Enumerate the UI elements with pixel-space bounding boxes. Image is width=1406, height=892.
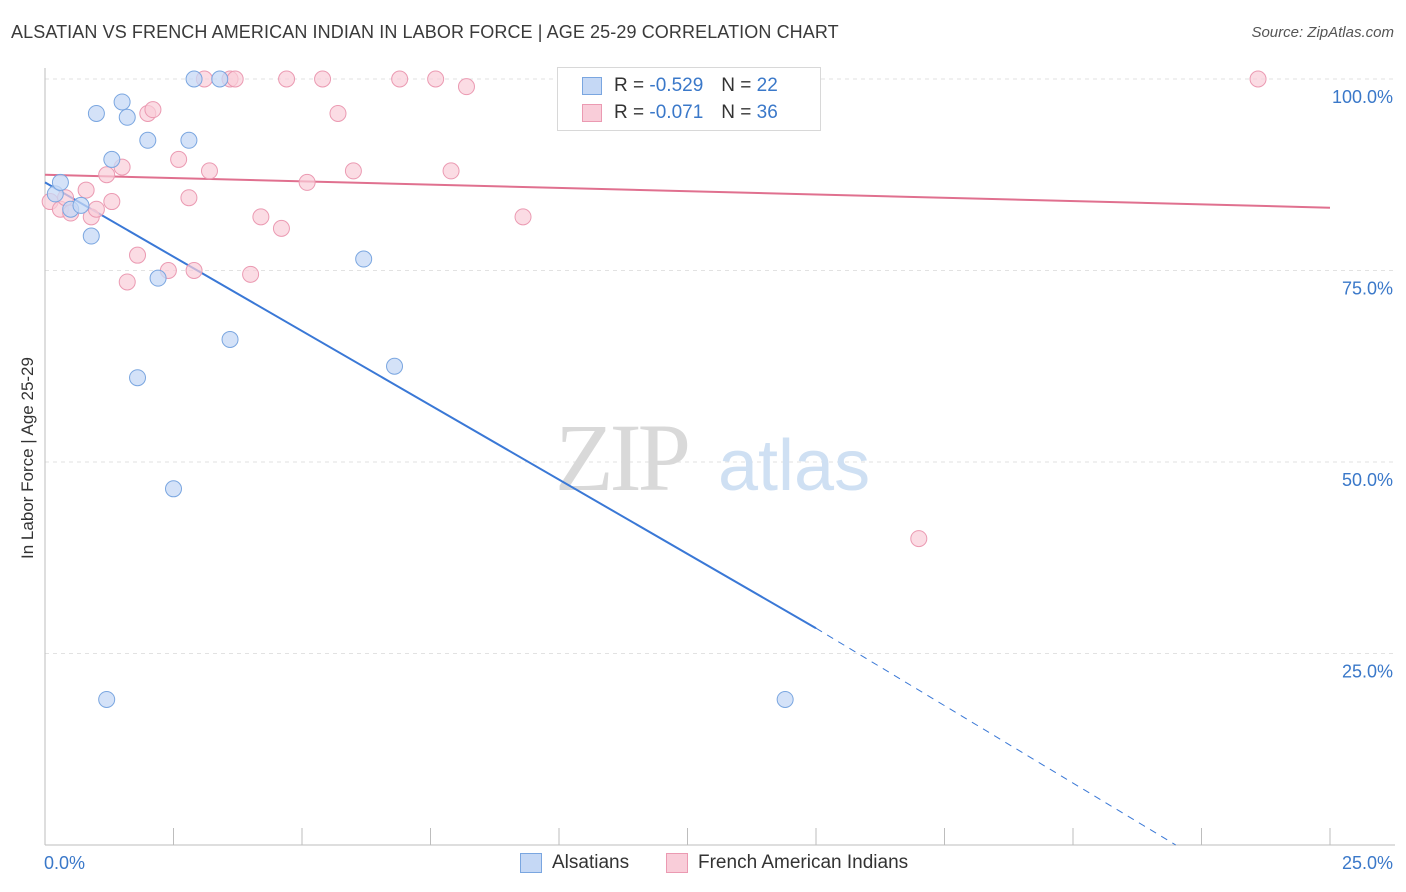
- y-axis-label: In Labor Force | Age 25-29: [18, 357, 37, 559]
- correlation-legend: R = -0.529 N = 22 R = -0.071 N = 36: [557, 67, 821, 131]
- point-french-american-indians: [298, 173, 316, 191]
- legend-n-label: N =: [721, 75, 752, 96]
- point-french-american-indians: [200, 162, 218, 180]
- watermark: ZIP atlas: [555, 404, 870, 511]
- legend-r-label: R =: [614, 75, 645, 96]
- point-alsatians: [149, 269, 167, 287]
- point-alsatians: [386, 357, 404, 375]
- point-french-american-indians: [129, 246, 147, 264]
- point-french-american-indians: [103, 193, 121, 211]
- point-french-american-indians: [144, 101, 162, 119]
- series-alsatians: [46, 70, 794, 708]
- point-french-american-indians: [272, 219, 290, 237]
- point-french-american-indians: [442, 162, 460, 180]
- point-french-american-indians: [185, 262, 203, 279]
- point-french-american-indians: [118, 273, 136, 291]
- legend-swatch-pink: [666, 853, 688, 873]
- point-french-american-indians: [391, 70, 409, 88]
- point-alsatians: [221, 330, 239, 348]
- point-french-american-indians: [252, 208, 270, 226]
- legend-swatch-pink: [582, 104, 602, 122]
- point-french-american-indians: [170, 150, 188, 168]
- point-french-american-indians: [427, 70, 445, 88]
- point-alsatians: [211, 70, 229, 88]
- point-alsatians: [72, 196, 90, 214]
- point-french-american-indians: [278, 70, 296, 88]
- x-tick-label: 25.0%: [1342, 853, 1393, 873]
- legend-r-value: -0.529: [649, 75, 704, 96]
- tick-labels: 25.0% 50.0% 75.0% 100.0% 0.0% 25.0%: [44, 87, 1393, 873]
- point-alsatians: [129, 369, 147, 387]
- legend-r-value: -0.071: [649, 102, 704, 123]
- trendline-alsatians-extension: [815, 627, 1177, 846]
- point-french-american-indians: [1249, 70, 1267, 88]
- point-alsatians: [355, 250, 373, 268]
- legend-r-label: R =: [614, 102, 645, 123]
- watermark-atlas: atlas: [718, 426, 870, 506]
- point-alsatians: [185, 70, 203, 88]
- legend-n-value: 36: [756, 102, 778, 123]
- point-alsatians: [82, 227, 100, 245]
- point-alsatians: [118, 108, 136, 126]
- point-french-american-indians: [314, 70, 332, 88]
- point-alsatians: [103, 150, 121, 168]
- gridlines: [45, 78, 1395, 654]
- point-alsatians: [180, 131, 198, 149]
- legend-label-alsatians: Alsatians: [552, 852, 630, 873]
- point-french-american-indians: [329, 104, 347, 122]
- point-french-american-indians: [98, 166, 116, 184]
- point-alsatians: [165, 480, 182, 498]
- point-french-american-indians: [77, 181, 95, 199]
- legend-item-french[interactable]: French American Indians: [666, 852, 908, 874]
- watermark-zip: ZIP: [555, 404, 688, 511]
- legend-swatch-blue: [520, 853, 542, 873]
- point-alsatians: [87, 104, 105, 122]
- trendline-alsatians: [44, 181, 817, 630]
- point-french-american-indians: [910, 530, 928, 548]
- point-alsatians: [776, 690, 794, 708]
- x-tick-label: 0.0%: [44, 853, 85, 873]
- point-french-american-indians: [226, 70, 244, 88]
- point-alsatians: [139, 131, 157, 149]
- legend-label-french: French American Indians: [698, 852, 909, 873]
- y-tick-label: 100.0%: [1332, 87, 1393, 107]
- point-alsatians: [98, 690, 116, 708]
- chart-title: ALSATIAN VS FRENCH AMERICAN INDIAN IN LA…: [11, 22, 839, 42]
- point-french-american-indians: [514, 208, 532, 226]
- point-french-american-indians: [242, 265, 260, 283]
- legend-swatch-blue: [582, 77, 602, 95]
- trendlines: [44, 173, 1331, 846]
- legend-row-french: R = -0.071 N = 36: [582, 100, 778, 126]
- legend-item-alsatians[interactable]: Alsatians: [520, 852, 629, 874]
- source-label: Source: ZipAtlas.com: [1251, 24, 1394, 41]
- point-french-american-indians: [344, 162, 362, 180]
- point-french-american-indians: [457, 78, 475, 96]
- series-legend: Alsatians French American Indians: [0, 852, 1406, 878]
- point-french-american-indians: [180, 189, 198, 207]
- point-alsatians: [113, 93, 131, 111]
- trendline-french-american-indians: [44, 173, 1331, 209]
- point-alsatians: [51, 173, 69, 191]
- y-tick-label: 25.0%: [1342, 662, 1393, 682]
- y-tick-label: 50.0%: [1342, 470, 1393, 490]
- point-french-american-indians: [87, 200, 105, 218]
- legend-row-alsatians: R = -0.529 N = 22: [582, 73, 778, 99]
- y-tick-label: 75.0%: [1342, 279, 1393, 299]
- legend-n-value: 22: [756, 75, 778, 96]
- legend-n-label: N =: [721, 102, 752, 123]
